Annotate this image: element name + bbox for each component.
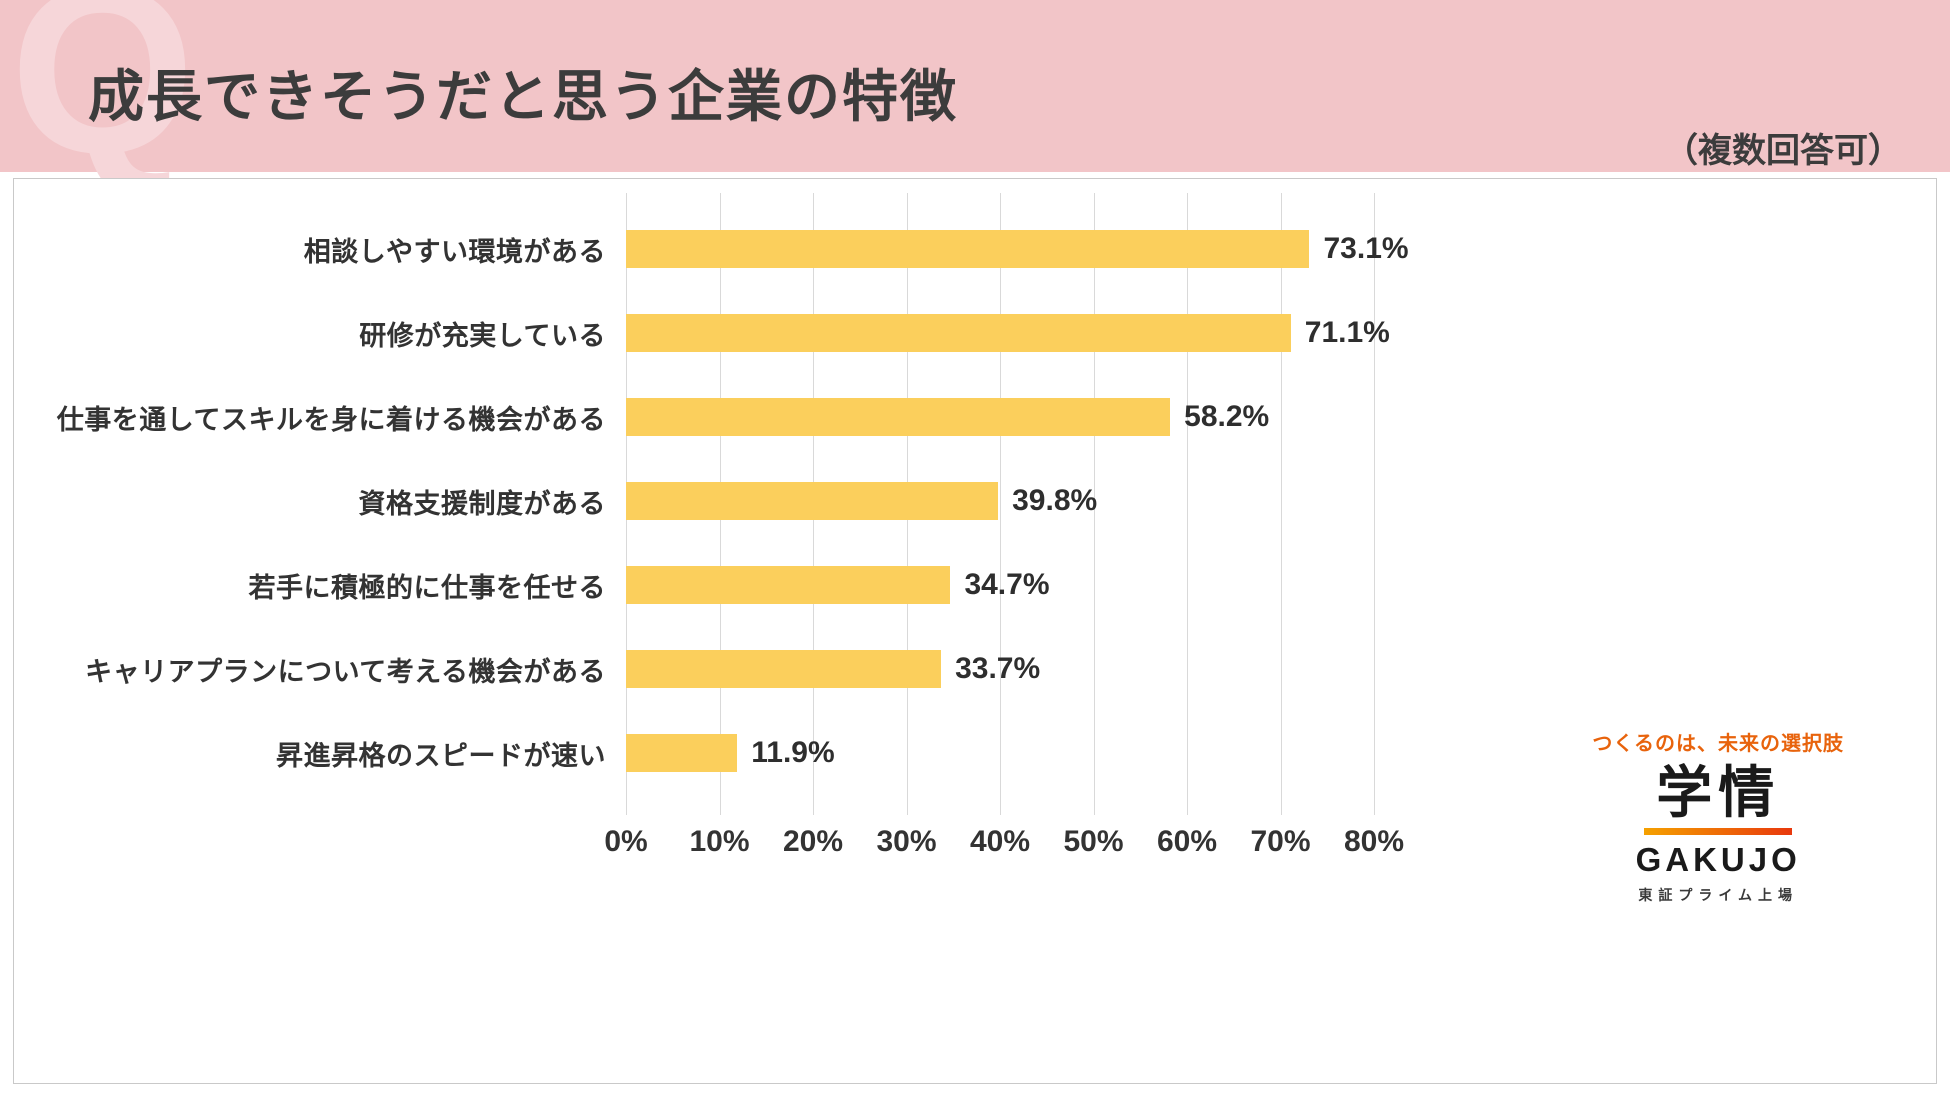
logo-name: 学情	[1656, 761, 1781, 824]
category-label: キャリアプランについて考える機会がある	[85, 656, 606, 687]
logo-underline-gradient	[1644, 827, 1793, 835]
bar-track: 11.9%	[626, 711, 1374, 795]
chart-row: 相談しやすい環境がある 73.1%	[26, 207, 1409, 291]
chart-row: 資格支援制度がある 39.8%	[26, 459, 1374, 543]
logo-tagline: つくるのは、未来の選択肢	[1592, 733, 1844, 755]
value-label: 33.7%	[955, 652, 1041, 685]
page-header: Q 成長できそうだと思う企業の特徴 （複数回答可）	[0, 0, 1950, 190]
x-tick-label: 80%	[1343, 825, 1405, 858]
category-label: 仕事を通してスキルを身に着ける機会がある	[56, 404, 606, 435]
bar	[626, 566, 951, 604]
gridline	[1093, 193, 1095, 815]
bar-chart: 相談しやすい環境がある 73.1% 研修が充実している 71.1% 仕事を通してスキルを…	[26, 193, 1409, 871]
page-title: 成長できそうだと思う企業の特徴	[88, 65, 958, 128]
category-label: 資格支援制度がある	[358, 488, 606, 519]
bar-track: 58.2%	[626, 375, 1374, 459]
chart-row: 若手に積極的に仕事を任せる 34.7%	[26, 543, 1374, 627]
chart-row: 仕事を通してスキルを身に着ける機会がある 58.2%	[26, 375, 1374, 459]
bar-track: 39.8%	[626, 459, 1374, 543]
value-label: 39.8%	[1012, 484, 1098, 517]
x-tick-label: 30%	[876, 825, 937, 858]
gridline	[1187, 193, 1188, 815]
bar	[626, 398, 1171, 436]
category-label: 昇進昇格のスピードが速い	[276, 740, 606, 771]
gridline	[1000, 193, 1001, 815]
category-label: 若手に積極的に仕事を任せる	[248, 572, 606, 603]
x-tick-label: 10%	[689, 825, 750, 858]
logo-name-en: GAKUJO	[1635, 840, 1801, 878]
value-label: 58.2%	[1184, 400, 1270, 433]
gridline	[1374, 193, 1375, 815]
logo-sub-text: 東証プライム上場	[1638, 886, 1799, 903]
x-tick-label: 70%	[1250, 825, 1311, 858]
chart-row: キャリアプランについて考える機会がある 33.7%	[26, 627, 1374, 711]
x-tick-label: 0%	[604, 825, 648, 858]
value-label: 73.1%	[1323, 232, 1409, 265]
bar	[626, 482, 999, 520]
category-label: 研修が充実している	[359, 320, 606, 351]
bar-track: 33.7%	[626, 627, 1374, 711]
q-watermark: Q	[10, 0, 196, 203]
chart-row: 研修が充実している 71.1%	[26, 291, 1390, 375]
value-label: 34.7%	[964, 568, 1050, 601]
bar-track: 34.7%	[626, 543, 1374, 627]
bar	[626, 734, 738, 772]
bar-track: 73.1%	[626, 207, 1409, 291]
gakujo-logo: つくるのは、未来の選択肢 学情 GAKUJO 東証プライム上場	[1592, 727, 1844, 905]
multiple-answers-note: （複数回答可）	[1664, 132, 1902, 170]
x-tick-label: 20%	[782, 825, 844, 858]
x-tick-label: 50%	[1063, 825, 1124, 858]
bar-track: 71.1%	[626, 291, 1390, 375]
x-axis: 0% 10% 20% 30% 40% 50% 60% 70% 80%	[604, 825, 1404, 871]
gridline	[1280, 193, 1282, 815]
chart-row: 昇進昇格のスピードが速い 11.9%	[26, 711, 1374, 795]
bar	[626, 314, 1291, 352]
bar	[626, 230, 1310, 268]
chart-panel: 相談しやすい環境がある 73.1% 研修が充実している 71.1% 仕事を通してスキルを…	[13, 178, 1937, 1084]
plot-area: 相談しやすい環境がある 73.1% 研修が充実している 71.1% 仕事を通してスキルを…	[26, 193, 1409, 815]
x-tick-label: 40%	[969, 825, 1031, 858]
bar	[626, 650, 942, 688]
value-label: 71.1%	[1304, 316, 1390, 349]
value-label: 11.9%	[751, 736, 835, 769]
category-label: 相談しやすい環境がある	[303, 236, 606, 267]
chart-rows: 相談しやすい環境がある 73.1% 研修が充実している 71.1% 仕事を通してスキルを…	[26, 193, 1409, 815]
x-tick-label: 60%	[1156, 825, 1218, 858]
